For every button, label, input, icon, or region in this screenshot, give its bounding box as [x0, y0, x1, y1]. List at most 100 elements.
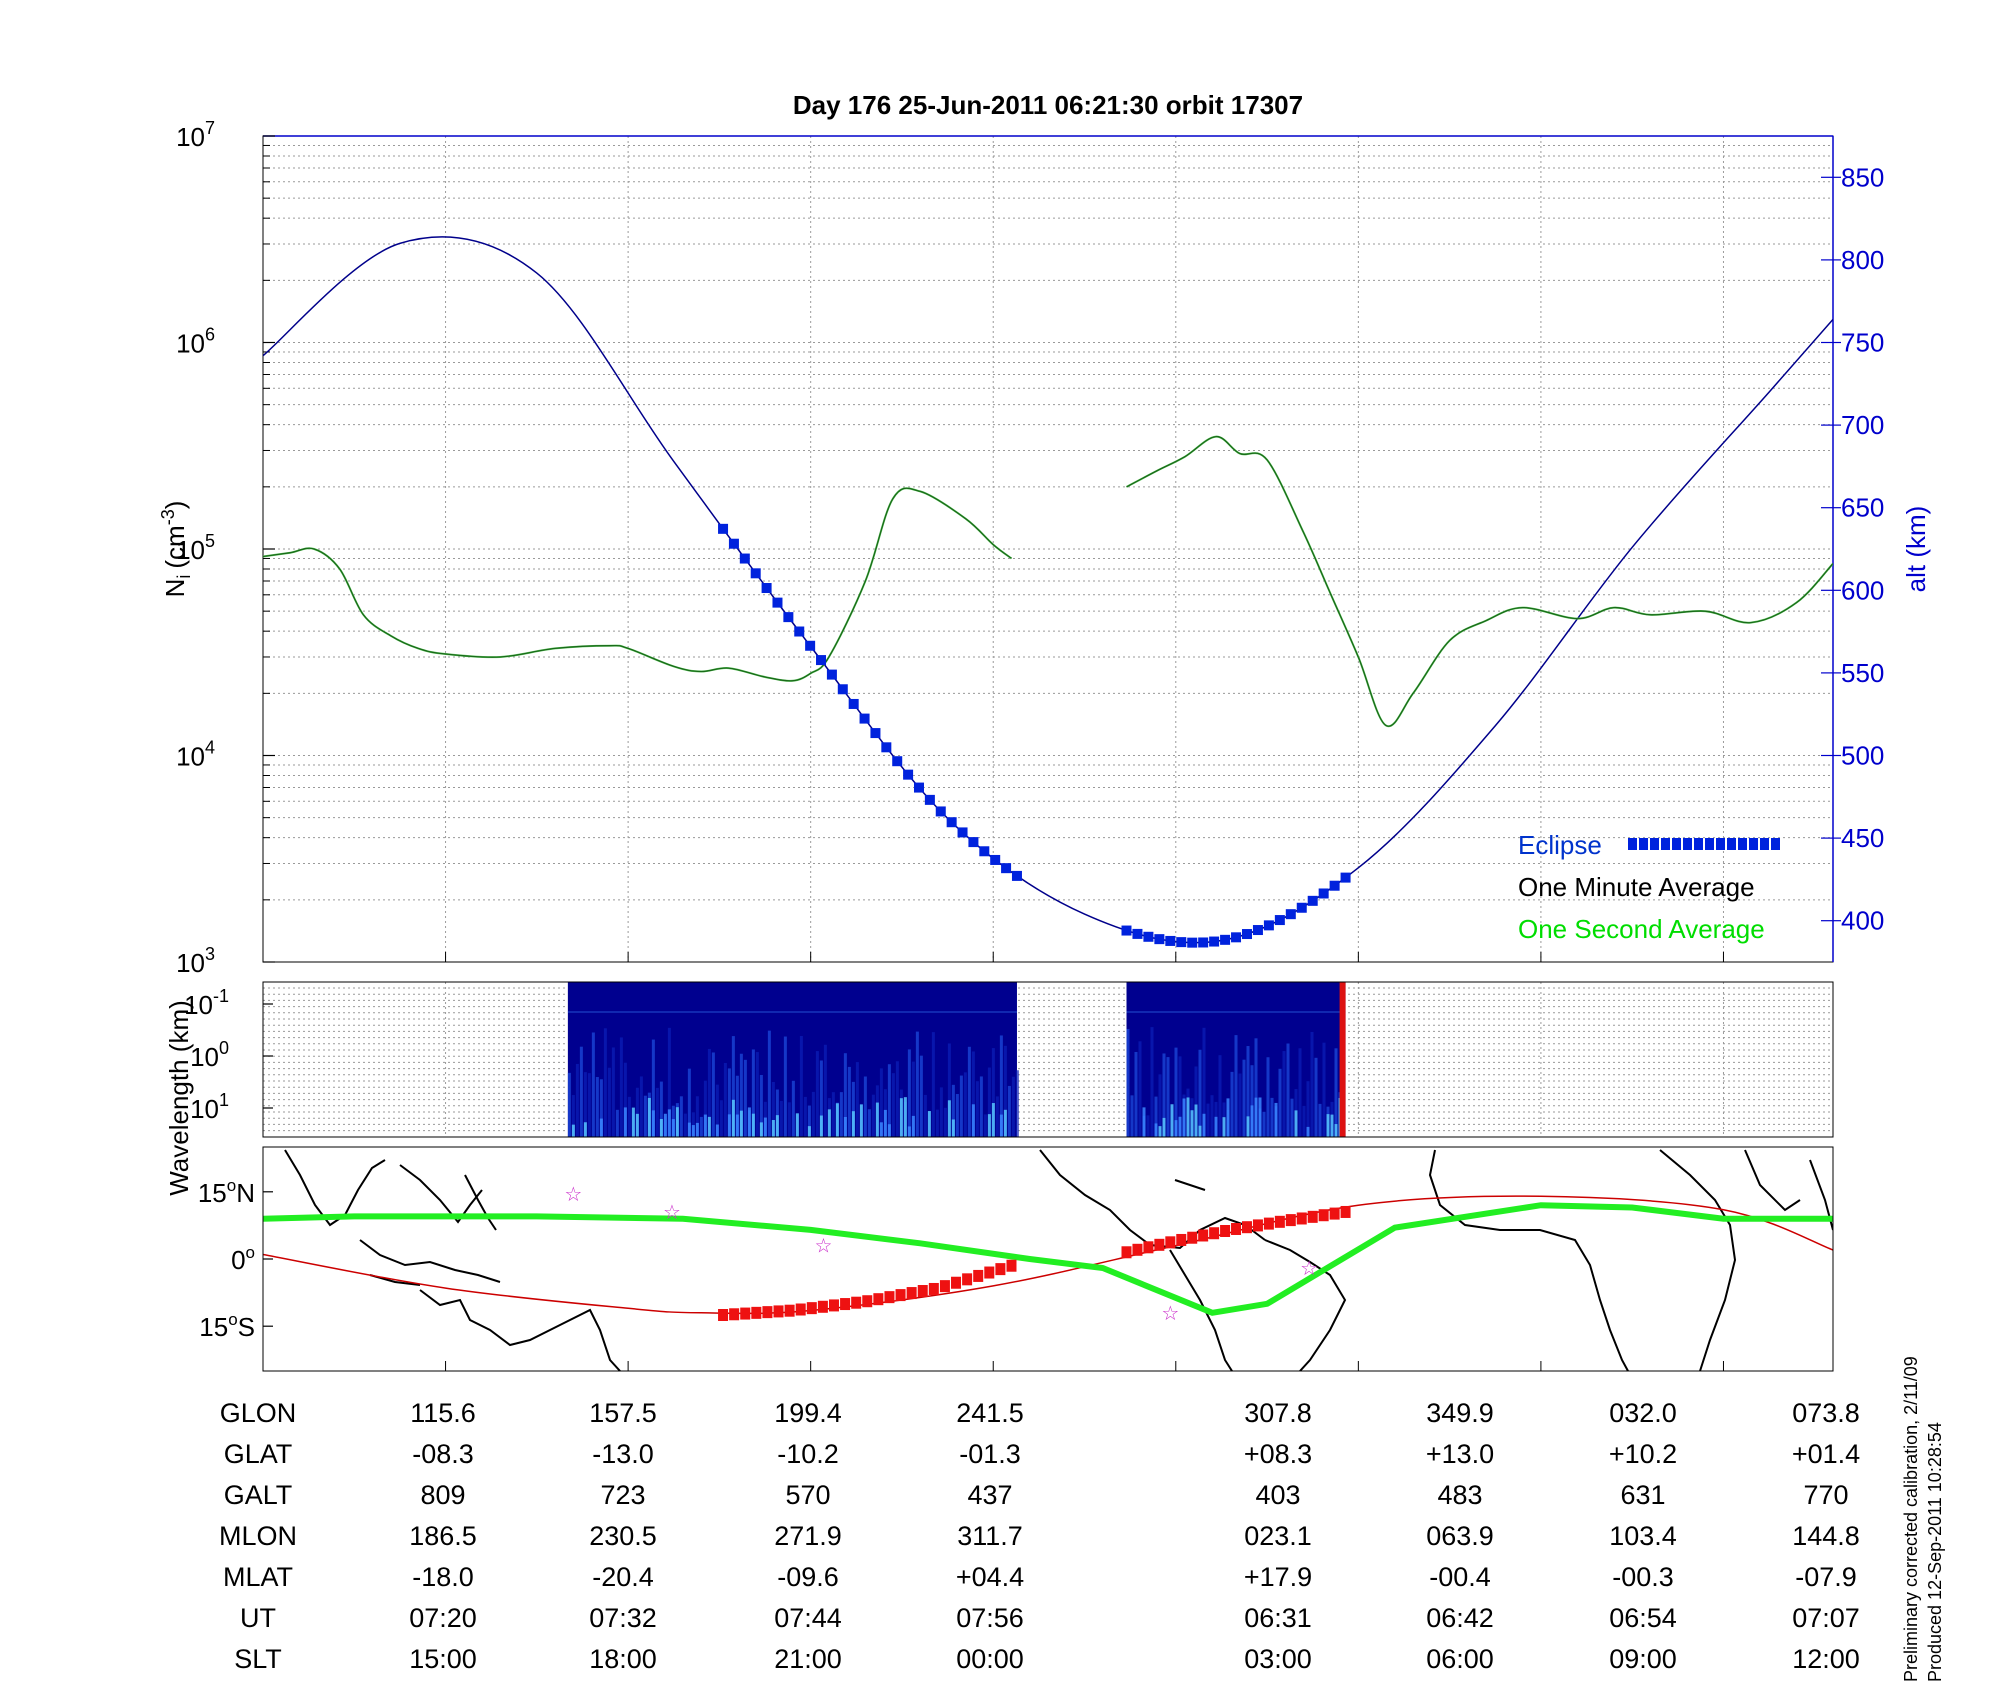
spectrogram-column: [607, 1067, 611, 1137]
spectrogram-column: [579, 1046, 583, 1137]
map-eclipse-marker: [773, 1305, 784, 1318]
spectrogram-column: [895, 1061, 899, 1137]
spectrogram-column: [851, 1081, 855, 1137]
spectrogram-column: [1262, 1111, 1266, 1137]
spectrogram-peak: [807, 1126, 811, 1137]
table-cell: 063.9: [1426, 1521, 1494, 1551]
table-cell: 570: [785, 1480, 830, 1510]
spectrogram-column: [639, 1076, 643, 1137]
spectrogram-peak: [1226, 1098, 1230, 1137]
spectrogram-peak: [671, 1119, 675, 1137]
map-tick-deg: 0: [231, 1245, 245, 1275]
y-tick-base: 10: [176, 122, 205, 152]
spectrogram-column: [767, 1030, 771, 1137]
table-row-label: UT: [240, 1603, 276, 1633]
spectrogram-peak: [747, 1107, 751, 1137]
spectrogram-peak: [1182, 1098, 1186, 1137]
eclipse-marker: [1307, 895, 1318, 906]
spectro-tick-label: 10-1: [184, 986, 229, 1020]
spectrogram-column: [991, 1048, 995, 1137]
map-eclipse-marker: [729, 1308, 740, 1321]
table-cell: 06:31: [1244, 1603, 1312, 1633]
spectrogram-edge: [1339, 982, 1346, 1137]
spectrogram-column: [759, 1074, 763, 1137]
y-tick-exp: 7: [205, 118, 215, 138]
spectrogram-peak: [899, 1098, 903, 1137]
spectrogram-peak: [691, 1125, 695, 1137]
spectrogram-column: [1126, 1028, 1130, 1137]
spectrogram-peak: [1198, 1125, 1202, 1137]
orbit-track-line: [263, 1202, 1833, 1316]
table-cell: 311.7: [957, 1521, 1023, 1551]
spectrogram-peak: [731, 1099, 735, 1137]
map-eclipse-marker: [1220, 1225, 1231, 1237]
legend-eclipse-square: [1771, 838, 1780, 850]
y2-tick-label: 750: [1841, 328, 1884, 358]
spectrogram-peak: [715, 1124, 719, 1137]
map-eclipse-marker: [1285, 1214, 1296, 1227]
y2-axis-label: alt (km): [1901, 506, 1931, 593]
spectrogram-peak: [999, 1114, 1003, 1137]
spectrogram-column: [1290, 1098, 1294, 1137]
y-tick-label: 105: [176, 531, 215, 565]
spectrogram-peak: [927, 1111, 931, 1137]
spectrogram-column: [659, 1081, 663, 1137]
map-eclipse-marker: [906, 1287, 917, 1300]
map-eclipse-marker: [1231, 1222, 1242, 1235]
spectrogram-column: [619, 1037, 623, 1137]
station-star-icon: ☆: [663, 1200, 681, 1224]
eclipse-marker: [1318, 888, 1329, 899]
spectrogram-column: [1130, 1095, 1134, 1137]
spectrogram-column: [1138, 1041, 1142, 1137]
spectrogram-peak: [675, 1107, 679, 1137]
eclipse-marker: [1274, 915, 1285, 926]
map-eclipse-marker: [995, 1263, 1006, 1276]
station-star-icon: ☆: [1161, 1301, 1179, 1325]
eclipse-marker: [1241, 929, 1252, 940]
spectrogram-column: [755, 1052, 759, 1137]
map-stars: ☆ ☆ ☆ ☆ ☆: [564, 1182, 1318, 1325]
spectrogram-peak: [1294, 1110, 1298, 1137]
map-tick-deg: 15: [198, 1178, 227, 1208]
spectrogram-peak: [1222, 1117, 1226, 1137]
spectrogram-column: [1302, 1105, 1306, 1137]
spectrogram-peak: [687, 1122, 691, 1137]
spectrogram-column: [575, 1063, 579, 1137]
spectrogram-column: [643, 1095, 647, 1137]
spectrogram-peak: [631, 1107, 635, 1137]
table-cell: 07:56: [956, 1603, 1024, 1633]
spectrogram-column: [1174, 1047, 1178, 1137]
spectrogram-column: [1278, 1068, 1282, 1137]
spectrogram-column: [735, 1075, 739, 1137]
spectrogram-column: [839, 1092, 843, 1137]
spectrogram-column: [1270, 1097, 1274, 1137]
spectrogram-column: [955, 1094, 959, 1137]
coastline-australia: [419, 1289, 621, 1371]
spectrogram-column: [1230, 1071, 1234, 1137]
spectrogram-column: [1282, 1051, 1286, 1137]
table-cell: +08.3: [1244, 1439, 1312, 1469]
spectrogram-peak: [763, 1117, 767, 1137]
y-tick-base: 10: [176, 742, 205, 772]
spectrogram-peak: [1214, 1116, 1218, 1137]
map-eclipse-marker: [1263, 1217, 1274, 1230]
y2-tick-label: 500: [1841, 741, 1884, 771]
eclipse-top-markers: [718, 523, 1351, 948]
table-row-label: GALT: [224, 1480, 293, 1510]
eclipse-marker: [1198, 937, 1209, 948]
spectrogram-column: [855, 1062, 859, 1137]
table-cell: 186.5: [409, 1521, 477, 1551]
spectrogram-column: [1234, 1035, 1238, 1137]
spectrogram-peak: [651, 1110, 655, 1137]
table-cell: -07.9: [1795, 1562, 1857, 1592]
spectrogram-column: [691, 1112, 695, 1137]
spectrogram-column: [1218, 1055, 1222, 1137]
spectrogram-peak: [1202, 1113, 1206, 1137]
spectrogram-column: [983, 1114, 987, 1137]
table-cell: -09.6: [777, 1562, 839, 1592]
y-tick-exp: 5: [205, 531, 215, 551]
table-cell: 073.8: [1792, 1398, 1860, 1428]
spectrogram-column: [1015, 1070, 1019, 1137]
